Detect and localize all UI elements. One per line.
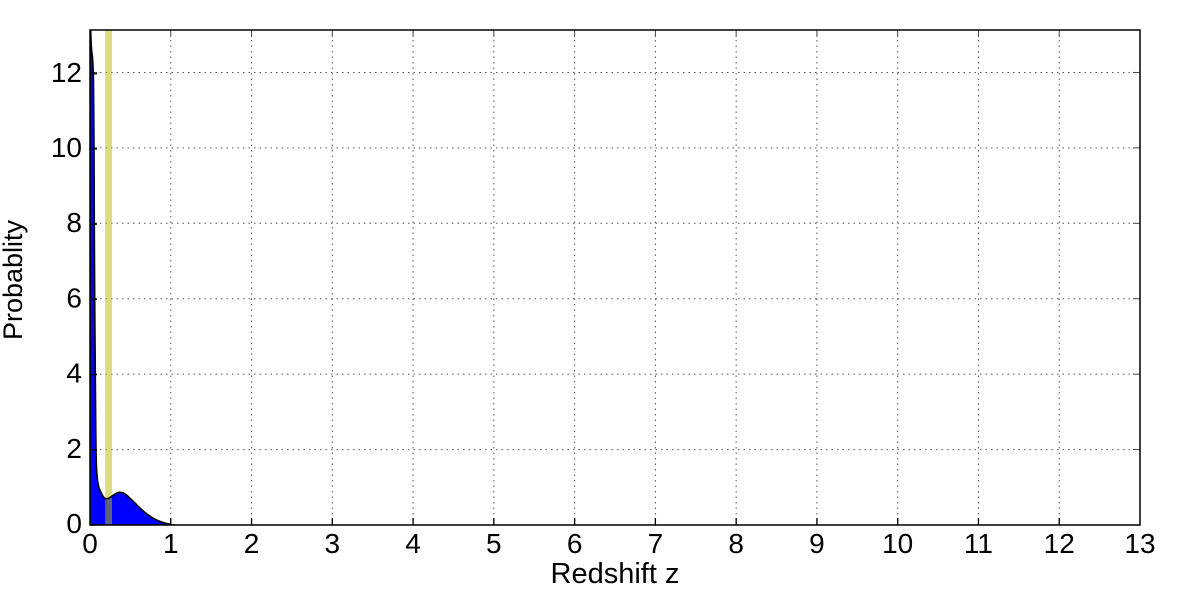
svg-text:0: 0 bbox=[82, 528, 98, 559]
svg-text:11: 11 bbox=[964, 528, 993, 559]
svg-text:12: 12 bbox=[51, 57, 82, 88]
svg-text:8: 8 bbox=[66, 207, 82, 238]
svg-text:10: 10 bbox=[51, 132, 82, 163]
svg-text:5: 5 bbox=[486, 528, 502, 559]
svg-text:8: 8 bbox=[728, 528, 744, 559]
svg-text:6: 6 bbox=[66, 282, 82, 313]
svg-text:2: 2 bbox=[244, 528, 260, 559]
svg-text:7: 7 bbox=[648, 528, 664, 559]
svg-text:9: 9 bbox=[809, 528, 825, 559]
svg-text:12: 12 bbox=[1044, 528, 1075, 559]
svg-text:2: 2 bbox=[66, 433, 82, 464]
svg-text:Probablity: Probablity bbox=[0, 219, 28, 340]
svg-text:0: 0 bbox=[66, 508, 82, 539]
svg-text:4: 4 bbox=[405, 528, 421, 559]
svg-text:1: 1 bbox=[163, 528, 179, 559]
svg-text:6: 6 bbox=[567, 528, 583, 559]
svg-text:13: 13 bbox=[1124, 528, 1155, 559]
svg-text:3: 3 bbox=[325, 528, 341, 559]
svg-text:Redshift z: Redshift z bbox=[551, 558, 680, 590]
svg-text:10: 10 bbox=[882, 528, 913, 559]
svg-text:4: 4 bbox=[66, 358, 82, 389]
